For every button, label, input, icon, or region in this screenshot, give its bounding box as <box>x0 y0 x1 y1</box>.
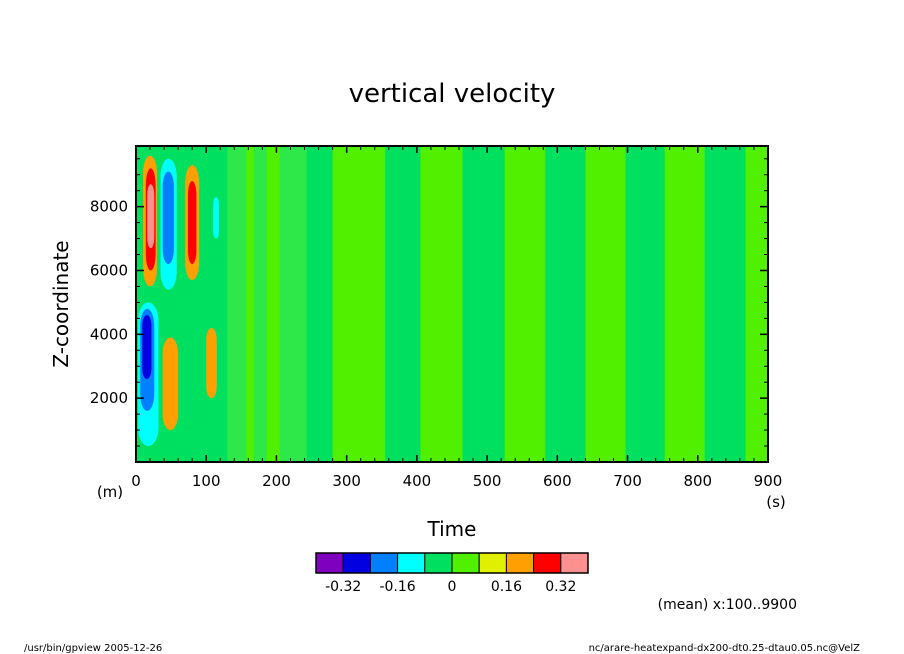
contour-cell <box>162 171 174 265</box>
y-tick-label: 8000 <box>90 198 128 216</box>
contour-band <box>306 146 333 462</box>
contour-band <box>332 146 386 462</box>
colorbar-swatch <box>560 552 589 574</box>
colorbar-tick-label: 0.16 <box>491 579 522 595</box>
contour-bands <box>227 146 768 462</box>
x-tick-label: 800 <box>683 472 712 490</box>
colorbar-frame <box>315 552 589 574</box>
y-axis-unit: (m) <box>97 483 123 501</box>
plot-frame <box>135 145 769 463</box>
contour-band <box>279 146 307 462</box>
x-tick-label: 700 <box>613 472 642 490</box>
colorbar-swatch <box>342 552 371 574</box>
contour-band <box>504 146 546 462</box>
colorbar-tick-label: 0.32 <box>545 579 576 595</box>
contour-band <box>704 146 746 462</box>
x-tick-label: 900 <box>754 472 783 490</box>
contour-band <box>246 146 254 462</box>
plot-area: 0 100 200 300 400 500 600 700 800 900 2000 4000 600… <box>90 145 782 490</box>
colorbar-swatch <box>505 552 535 574</box>
x-tick-label: 600 <box>543 472 572 490</box>
contour-band <box>545 146 586 462</box>
y-tick-label: 4000 <box>90 325 128 343</box>
x-tick-label: 500 <box>473 472 502 490</box>
contour-cell <box>147 184 155 249</box>
contour-band <box>625 146 665 462</box>
y-axis-ticks: 2000 4000 6000 8000 <box>90 158 768 447</box>
contour-band <box>420 146 463 462</box>
colorbar-swatch <box>397 552 426 574</box>
contour-cells <box>138 155 219 447</box>
contour-band <box>385 146 421 462</box>
x-tick-label: 200 <box>262 472 291 490</box>
colorbar-swatch <box>315 552 344 574</box>
contour-band <box>266 146 280 462</box>
contour-band <box>227 146 247 462</box>
contour-cell <box>162 337 179 431</box>
footer-right: nc/arare-heatexpand-dx200-dt0.25-dtau0.0… <box>589 643 861 654</box>
contour-band <box>745 146 768 462</box>
contour-cell <box>142 315 152 380</box>
colorbar-swatch <box>478 552 507 574</box>
x-tick-label: 0 <box>131 472 141 490</box>
contour-cell <box>206 327 217 399</box>
contour-band <box>585 146 626 462</box>
colorbar-swatch <box>424 552 453 574</box>
colorbar-tick-label: -0.16 <box>379 579 415 595</box>
y-tick-label: 2000 <box>90 389 128 407</box>
contour-cell <box>213 197 219 239</box>
x-axis-label: Time <box>427 517 477 541</box>
colorbar-tick-label: 0 <box>448 579 457 595</box>
contour-band <box>462 146 505 462</box>
contour-cell <box>187 181 197 265</box>
footer-left: /usr/bin/gpview 2005-12-26 <box>24 643 162 654</box>
contour-band <box>253 146 267 462</box>
y-axis-label: Z-coordinate <box>49 240 73 367</box>
x-axis-ticks: 0 100 200 300 400 500 600 700 800 900 <box>131 146 782 490</box>
x-axis-unit: (s) <box>766 493 786 511</box>
x-tick-label: 400 <box>403 472 432 490</box>
colorbar-swatch <box>533 552 562 574</box>
colorbar-swatch <box>451 552 480 574</box>
y-tick-label: 6000 <box>90 261 128 279</box>
colorbar-swatch <box>369 552 399 574</box>
colorbar: -0.32 -0.16 0 0.16 0.32 <box>315 552 589 595</box>
contour-band <box>664 146 705 462</box>
x-tick-label: 100 <box>192 472 221 490</box>
mean-note: (mean) x:100..9900 <box>658 597 797 613</box>
chart-title: vertical velocity <box>349 79 556 109</box>
x-tick-label: 300 <box>332 472 361 490</box>
colorbar-tick-label: -0.32 <box>325 579 361 595</box>
